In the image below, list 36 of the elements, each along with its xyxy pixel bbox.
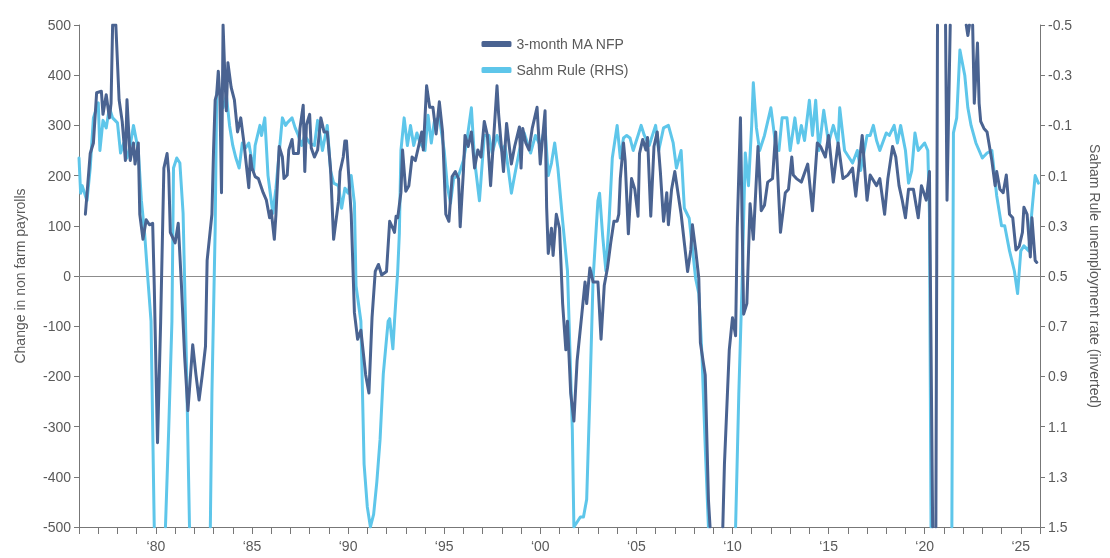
y2-tick-label: -0.5	[1048, 17, 1073, 33]
y-tick-label: 100	[47, 217, 72, 234]
y2-tick-label: 0.7	[1048, 318, 1068, 335]
y2-tick-label: -0.3	[1048, 67, 1073, 84]
y2-tick-label: 0.1	[1048, 167, 1068, 184]
x-tick-label: ‘20	[915, 538, 935, 554]
x-tick-label: ‘90	[338, 538, 358, 554]
y-tick-label: -100	[42, 318, 72, 335]
x-tick-label: ‘25	[1011, 538, 1031, 554]
x-tick-label: ‘10	[723, 538, 743, 554]
y-axis-title: Change in non farm payrolls	[12, 188, 28, 364]
y-tick-label: -300	[42, 418, 72, 435]
y-tick-label: 300	[47, 117, 72, 134]
legend-label: 3-month MA NFP	[516, 36, 624, 52]
y2-tick-label: 1.1	[1048, 418, 1068, 435]
y-tick-label: 500	[47, 17, 72, 33]
y2-tick-label: -0.1	[1048, 117, 1073, 134]
x-tick-label: ‘15	[819, 538, 839, 554]
y-tick-label: 400	[47, 67, 72, 84]
y2-tick-label: 1.3	[1048, 468, 1068, 485]
legend-label: Sahm Rule (RHS)	[516, 62, 629, 78]
y2-tick-label: 0.9	[1048, 368, 1068, 385]
y-tick-label: 0	[63, 268, 72, 284]
y-tick-label: -500	[42, 519, 72, 535]
y-tick-label: -400	[42, 468, 72, 485]
y2-tick-label: 0.3	[1048, 217, 1068, 234]
y-tick-label: -200	[42, 368, 72, 385]
y-tick-label: 200	[47, 167, 72, 184]
y2-tick-label: 1.5	[1048, 519, 1068, 535]
x-tick-label: ‘00	[530, 538, 550, 554]
x-tick-label: ‘85	[242, 538, 262, 554]
x-tick-label: ‘80	[146, 538, 166, 554]
x-tick-label: ‘95	[434, 538, 454, 554]
y2-tick-label: 0.5	[1048, 268, 1068, 284]
y2-axis-title: Saham Rule unemployment rate (inverted)	[1087, 144, 1103, 408]
x-tick-label: ‘05	[627, 538, 646, 554]
